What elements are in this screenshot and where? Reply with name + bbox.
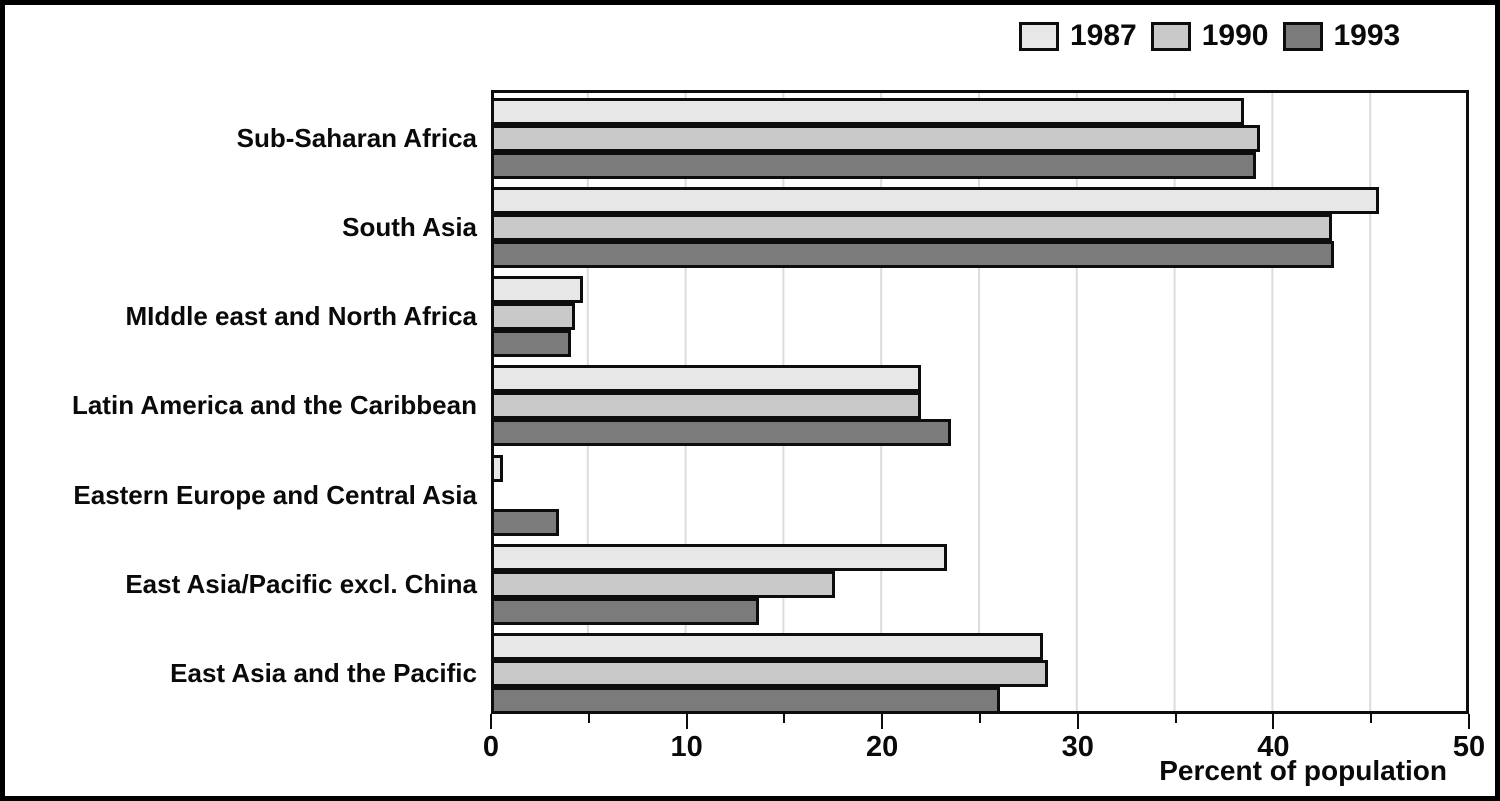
- x-tick-label: 30: [1061, 731, 1094, 763]
- bar-1990: [491, 303, 576, 331]
- category-label: East Asia and the Pacific: [170, 657, 477, 688]
- region-row: Sub-Saharan Africa: [5, 90, 1469, 179]
- x-tick-major: [1272, 714, 1275, 729]
- x-axis-title: Percent of population: [1159, 755, 1447, 786]
- category-label: South Asia: [342, 212, 477, 243]
- bar-group: [491, 276, 1469, 358]
- region-row: Latin America and the Caribbean: [5, 357, 1469, 447]
- bar-1993: [491, 508, 560, 536]
- x-axis: 0 10 20 30 40 50: [483, 714, 1485, 784]
- legend-item-1993: 1993: [1282, 19, 1401, 52]
- legend-swatch-1987: [1019, 21, 1059, 51]
- bar-1993: [491, 419, 951, 447]
- x-tick-label: 50: [1452, 731, 1486, 763]
- bar-1990: [491, 570, 836, 598]
- legend-swatch-1993: [1282, 21, 1323, 51]
- x-tick-minor: [587, 714, 590, 723]
- x-tick-label: 10: [670, 731, 703, 763]
- bar-1993: [491, 152, 1256, 179]
- bar-1990: [491, 392, 922, 420]
- bar-1987: [491, 187, 1380, 215]
- bar-group: [491, 632, 1469, 714]
- category-label: Eastern Europe and Central Asia: [73, 479, 477, 510]
- legend: 1987 1990 1993: [1019, 21, 1400, 51]
- category-label: Latin America and the Caribbean: [71, 390, 477, 421]
- x-tick-major: [685, 714, 688, 729]
- x-tick-label: 20: [866, 731, 899, 763]
- bar-1990: [491, 125, 1260, 152]
- region-row: East Asia and the Pacific: [5, 625, 1469, 714]
- x-tick-minor: [1174, 714, 1177, 723]
- legend-label-1990: 1990: [1201, 19, 1269, 52]
- category-label: Sub-Saharan Africa: [236, 123, 477, 154]
- x-tick-minor: [783, 714, 786, 723]
- bar-1993: [491, 241, 1335, 269]
- bar-1993: [491, 597, 759, 625]
- bar-1987: [491, 365, 922, 393]
- legend-item-1987: 1987: [1019, 21, 1137, 51]
- bar-1987: [491, 543, 947, 571]
- legend-label-1987: 1987: [1070, 19, 1137, 52]
- region-row: South Asia: [5, 179, 1469, 269]
- region-row: MIddle east and North Africa: [5, 268, 1469, 358]
- bar-group: [491, 98, 1469, 179]
- bar-rows: Sub-Saharan Africa South Asia MIddle east …: [5, 90, 1469, 714]
- bar-1987: [491, 454, 503, 482]
- category-label: MIddle east and North Africa: [125, 301, 477, 332]
- bar-1990: [491, 214, 1333, 242]
- bar-group: [491, 543, 1469, 625]
- bar-group: [491, 454, 1469, 536]
- legend-label-1993: 1993: [1333, 19, 1401, 52]
- x-tick-major: [881, 714, 884, 729]
- x-tick-minor: [1370, 714, 1373, 723]
- bar-1987: [491, 276, 583, 304]
- bar-1987: [491, 98, 1245, 125]
- region-row: East Asia/Pacific excl. China: [5, 536, 1469, 625]
- bar-group: [491, 365, 1469, 447]
- x-tick-label: 0: [482, 731, 500, 763]
- category-label: East Asia/Pacific excl. China: [125, 568, 477, 599]
- bar-group: [491, 187, 1469, 269]
- bar-1987: [491, 632, 1043, 660]
- bar-1993: [491, 686, 1000, 714]
- x-tick-minor: [979, 714, 981, 723]
- legend-item-1990: 1990: [1150, 19, 1269, 52]
- x-tick-label: 40: [1257, 731, 1290, 763]
- bar-1993: [491, 330, 572, 358]
- x-tick-major: [1468, 714, 1470, 729]
- legend-swatch-1990: [1150, 21, 1191, 51]
- x-tick-major: [1076, 714, 1079, 729]
- region-row: Eastern Europe and Central Asia: [5, 447, 1469, 536]
- x-tick-major: [490, 714, 492, 729]
- bar-1990: [491, 659, 1049, 687]
